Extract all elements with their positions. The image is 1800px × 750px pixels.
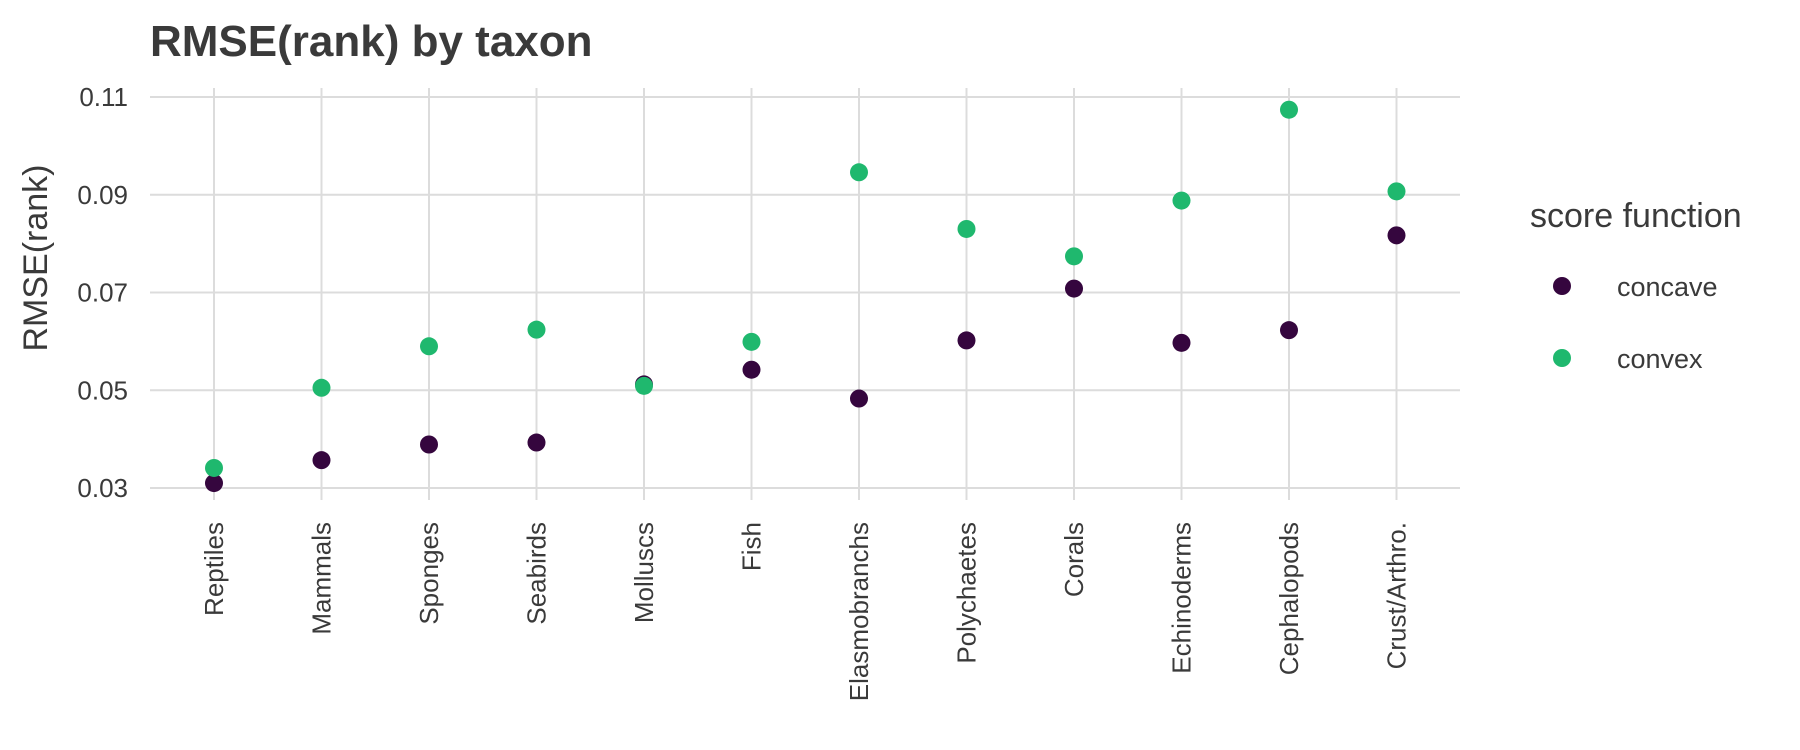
x-tick-label: Fish (737, 522, 767, 571)
grid-lines (150, 88, 1460, 500)
x-axis-ticks: Reptiles Mammals Sponges Seabirds Molluscs Fi… (199, 522, 1412, 701)
point-concave-fish (742, 360, 761, 379)
point-convex-molluscs (635, 376, 653, 395)
point-convex-seabirds (527, 320, 546, 339)
point-concave-sponges (420, 435, 438, 454)
point-convex-elasmobranchs (850, 163, 868, 182)
legend: score function concave convex (1530, 197, 1742, 374)
point-convex-reptiles (205, 458, 223, 477)
point-concave-seabirds (527, 433, 546, 452)
x-tick-label: Echinoderms (1167, 522, 1197, 674)
x-tick-label: Seabirds (522, 522, 552, 625)
point-concave-reptiles (205, 474, 223, 493)
point-concave-echinoderms (1172, 333, 1191, 352)
point-convex-sponges (420, 337, 438, 356)
legend-swatch-concave (1553, 277, 1571, 295)
point-convex-fish (742, 332, 761, 351)
point-concave-mammals (312, 451, 331, 470)
point-convex-corals (1065, 247, 1083, 266)
point-concave-cephalopods (1280, 321, 1298, 340)
legend-label-convex: convex (1617, 344, 1703, 374)
point-concave-elasmobranchs (850, 389, 868, 408)
point-convex-polychaetes (957, 219, 976, 238)
x-tick-label: Mammals (307, 522, 337, 635)
x-tick-label: Crust/Arthro. (1382, 522, 1412, 669)
legend-items: concave convex (1553, 272, 1718, 374)
legend-label-concave: concave (1617, 272, 1718, 302)
data-points (205, 100, 1406, 493)
point-concave-crust-arthro- (1387, 226, 1406, 245)
point-convex-cephalopods (1280, 100, 1298, 119)
y-axis-label: RMSE(rank) (17, 164, 55, 351)
legend-title: score function (1530, 197, 1742, 235)
x-tick-label: Molluscs (629, 522, 659, 623)
y-tick-label: 0.03 (77, 473, 128, 503)
x-tick-label: Cephalopods (1274, 522, 1304, 675)
y-tick-label: 0.05 (77, 375, 128, 405)
point-concave-corals (1065, 279, 1083, 298)
y-tick-label: 0.07 (77, 278, 128, 308)
y-tick-label: 0.09 (77, 180, 128, 210)
y-tick-label: 0.11 (79, 82, 128, 112)
legend-swatch-convex (1553, 349, 1571, 367)
x-tick-label: Corals (1059, 522, 1089, 597)
point-concave-polychaetes (957, 331, 976, 350)
x-tick-label: Reptiles (199, 522, 229, 616)
x-tick-label: Elasmobranchs (844, 522, 874, 701)
point-convex-echinoderms (1172, 191, 1191, 210)
point-convex-crust-arthro- (1387, 182, 1406, 201)
chart-title: RMSE(rank) by taxon (150, 17, 593, 66)
x-tick-label: Polychaetes (952, 522, 982, 664)
point-convex-mammals (312, 378, 331, 397)
x-tick-label: Sponges (414, 522, 444, 625)
y-axis-ticks: 0.03 0.05 0.07 0.09 0.11 (77, 82, 128, 503)
